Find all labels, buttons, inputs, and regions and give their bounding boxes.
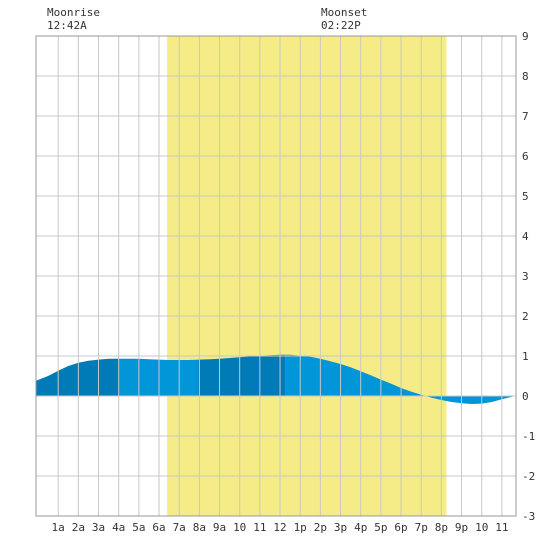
x-tick-labels: 1a 2a 3a 4a 5a 6a 7a 8a 9a 10 11 12 1p 2p 3p 4p 5p 6p 7p 8p… (52, 521, 509, 534)
x-tick-label-19: 7p (415, 521, 428, 534)
x-tick-label-4: 4a (112, 521, 125, 534)
x-tick-label-2: 2a (72, 521, 85, 534)
x-tick-label-22: 10 (475, 521, 488, 534)
plot-border (35, 35, 517, 517)
moonset-time: 02:22P (321, 19, 361, 32)
y-tick-label--2: -2 (522, 470, 535, 483)
moonrise-label: Moonrise (47, 6, 100, 19)
y-tick-label--1: -1 (522, 430, 535, 443)
x-tick-label-6: 6a (152, 521, 165, 534)
moonset-annotation: Moonset 02:22P (321, 6, 367, 32)
y-tick-label-5: 5 (522, 190, 529, 203)
x-tick-label-16: 4p (354, 521, 367, 534)
x-tick-label-8: 8a (193, 521, 206, 534)
x-tick-label-7: 7a (173, 521, 186, 534)
x-tick-label-15: 3p (334, 521, 347, 534)
x-tick-label-12: 12 (273, 521, 286, 534)
y-tick-label-8: 8 (522, 70, 529, 83)
x-tick-label-23: 11 (495, 521, 508, 534)
y-tick-label-3: 3 (522, 270, 529, 283)
x-tick-label-11: 11 (253, 521, 266, 534)
x-tick-label-9: 9a (213, 521, 226, 534)
x-tick-label-1: 1a (52, 521, 65, 534)
x-tick-label-5: 5a (132, 521, 145, 534)
y-tick-label-2: 2 (522, 310, 529, 323)
x-tick-label-20: 8p (435, 521, 448, 534)
moonset-label: Moonset (321, 6, 367, 19)
y-tick-label-9: 9 (522, 30, 529, 43)
x-tick-label-18: 6p (394, 521, 407, 534)
x-tick-label-21: 9p (455, 521, 468, 534)
y-tick-label--3: -3 (522, 510, 535, 523)
y-tick-labels: -3 -2 -1 0 1 2 3 4 5 6 7 8 9 (522, 30, 535, 523)
moonrise-time: 12:42A (47, 19, 87, 32)
x-tick-label-14: 2p (314, 521, 327, 534)
x-tick-label-13: 1p (294, 521, 307, 534)
y-tick-label-7: 7 (522, 110, 529, 123)
x-tick-label-3: 3a (92, 521, 105, 534)
x-tick-label-17: 5p (374, 521, 387, 534)
y-tick-label-0: 0 (522, 390, 529, 403)
y-tick-label-4: 4 (522, 230, 529, 243)
moonrise-annotation: Moonrise 12:42A (47, 6, 100, 32)
y-tick-label-6: 6 (522, 150, 529, 163)
x-tick-label-10: 10 (233, 521, 246, 534)
y-tick-label-1: 1 (522, 350, 529, 363)
